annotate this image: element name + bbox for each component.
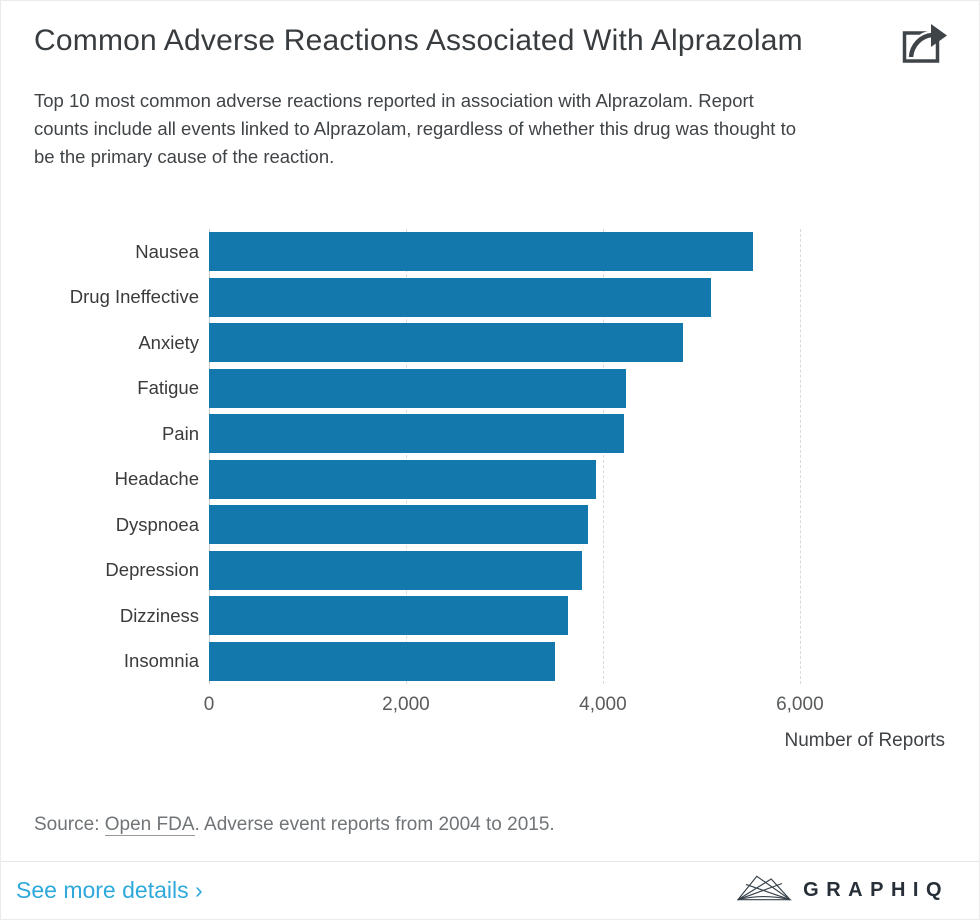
chart-row: Fatigue <box>34 366 949 412</box>
bar[interactable] <box>209 505 589 545</box>
x-axis-ticks: 0 2,000 4,000 6,000 <box>204 694 921 716</box>
bar[interactable] <box>209 550 583 590</box>
description-line: counts include all events linked to Alpr… <box>34 118 797 139</box>
chart-row: Nausea <box>34 229 949 275</box>
widget-footer: See more details › GRAPHIQ <box>1 861 979 919</box>
category-label: Nausea <box>135 240 199 262</box>
share-button[interactable] <box>901 21 949 65</box>
gridline <box>799 229 801 684</box>
bar-track <box>209 641 921 681</box>
bar-track <box>209 596 921 636</box>
chart-row: Dizziness <box>34 593 949 639</box>
bar[interactable] <box>209 323 683 363</box>
source-prefix: Source: <box>34 814 105 835</box>
bar-track <box>209 414 921 454</box>
chart-row: Insomnia <box>34 639 949 685</box>
x-axis-label: Number of Reports <box>784 730 945 751</box>
chart-row: Anxiety <box>34 320 949 366</box>
bar-track <box>209 459 921 499</box>
bar-track <box>209 277 921 317</box>
bar-track <box>209 232 921 272</box>
description-line: be the primary cause of the reaction. <box>34 146 335 167</box>
chart-row: Dyspnoea <box>34 502 949 548</box>
bar[interactable] <box>209 596 569 636</box>
gridline <box>405 229 407 684</box>
bar[interactable] <box>209 277 712 317</box>
category-label: Pain <box>161 422 199 444</box>
x-tick-label: 2,000 <box>382 694 430 715</box>
chart-row: Headache <box>34 457 949 503</box>
category-label: Dizziness <box>119 604 199 626</box>
x-tick-label: 6,000 <box>776 694 824 715</box>
x-tick-label: 0 <box>203 694 215 715</box>
category-label: Drug Ineffective <box>69 286 199 308</box>
bar[interactable] <box>209 368 626 408</box>
bar-chart: Nausea Drug Ineffective Anxiety Fatigue Pain… <box>34 229 949 684</box>
source-link[interactable]: Open FDA <box>104 814 195 836</box>
brand-wordmark: GRAPHIQ <box>803 879 949 901</box>
category-label: Dyspnoea <box>115 513 199 535</box>
chart-row: Drug Ineffective <box>34 275 949 321</box>
category-label: Depression <box>105 559 199 581</box>
graphiq-mountain-icon <box>735 870 793 911</box>
chart-row: Depression <box>34 548 949 594</box>
category-label: Insomnia <box>123 650 199 672</box>
category-label: Fatigue <box>137 377 199 399</box>
gridlines <box>209 229 921 684</box>
graphiq-brand-link[interactable]: GRAPHIQ <box>735 870 949 911</box>
see-more-details-link[interactable]: See more details › <box>16 877 203 903</box>
category-label: Anxiety <box>138 331 199 353</box>
bar-track <box>209 505 921 545</box>
share-icon <box>901 24 949 68</box>
widget-header: Common Adverse Reactions Associated With… <box>34 21 949 63</box>
bar[interactable] <box>209 232 753 272</box>
bar[interactable] <box>209 414 624 454</box>
page-title: Common Adverse Reactions Associated With… <box>34 24 803 57</box>
bar[interactable] <box>209 641 555 681</box>
chart-rows: Nausea Drug Ineffective Anxiety Fatigue Pain… <box>34 229 949 684</box>
bar-track <box>209 368 921 408</box>
bar-track <box>209 550 921 590</box>
chart-row: Pain <box>34 411 949 457</box>
x-tick-label: 4,000 <box>579 694 627 715</box>
description-line: Top 10 most common adverse reactions rep… <box>34 90 754 111</box>
bar[interactable] <box>209 459 597 499</box>
source-suffix: . Adverse event reports from 2004 to 201… <box>194 814 555 835</box>
source-line: Source: Open FDA. Adverse event reports … <box>34 814 949 836</box>
bar-track <box>209 323 921 363</box>
zero-axis-line <box>209 229 210 684</box>
category-label: Headache <box>114 468 199 490</box>
gridline <box>602 229 604 684</box>
chart-description: Top 10 most common adverse reactions rep… <box>34 87 949 171</box>
